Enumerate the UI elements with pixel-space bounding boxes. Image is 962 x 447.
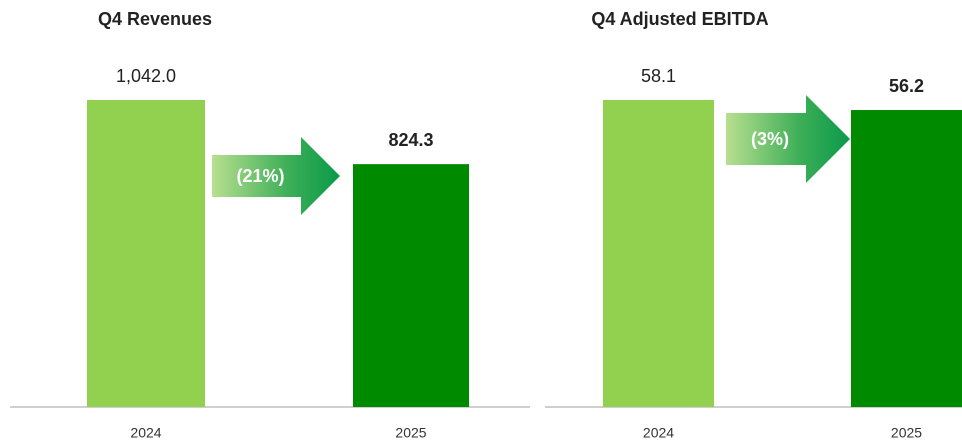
change-arrow xyxy=(212,137,340,215)
x-tick-label: 2024 xyxy=(130,425,161,441)
chart-title: Q4 Adjusted EBITDA xyxy=(591,9,768,29)
x-tick-label: 2025 xyxy=(891,425,922,441)
change-arrow xyxy=(726,95,850,183)
value-label: 58.1 xyxy=(641,66,676,86)
bar xyxy=(353,164,469,407)
x-tick-label: 2024 xyxy=(643,425,674,441)
bar xyxy=(851,110,962,408)
chart-title: Q4 Revenues xyxy=(98,9,212,29)
change-label: (21%) xyxy=(236,166,284,186)
bar xyxy=(87,100,205,407)
value-label: 824.3 xyxy=(388,130,433,150)
x-tick-label: 2025 xyxy=(395,425,426,441)
bar xyxy=(603,100,714,407)
change-label: (3%) xyxy=(751,129,789,149)
value-label: 56.2 xyxy=(889,76,924,96)
value-label: 1,042.0 xyxy=(116,66,176,86)
